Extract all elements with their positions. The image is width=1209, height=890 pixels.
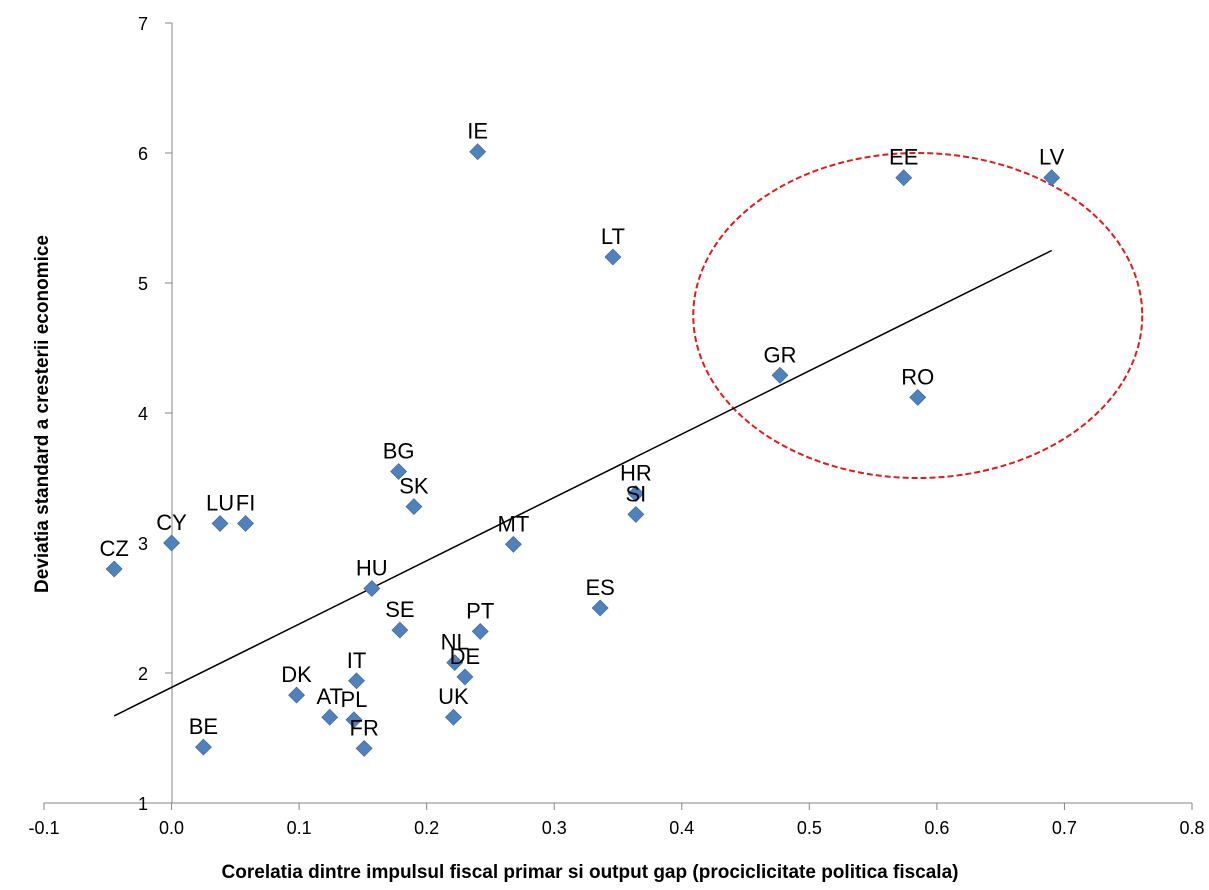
point-label-es: ES	[585, 575, 614, 600]
data-point-de	[456, 668, 474, 686]
point-label-de: DE	[450, 644, 481, 669]
data-point-lv	[1043, 169, 1061, 187]
data-point-lu	[211, 515, 229, 532]
x-axis-title: Corelatia dintre impulsul fiscal primar …	[222, 862, 959, 883]
point-label-pt: PT	[466, 598, 494, 623]
axes: -0.1 0.0 0.1 0.2 0.3 0.4 0.5 0.6 0.7 0.8 1 2 3 4 5 6 7	[28, 14, 1204, 838]
y-axis-title: Deviatia standard a cresterii economice	[32, 235, 53, 593]
point-label-cz: CZ	[99, 536, 128, 561]
point-label-ie: IE	[467, 119, 488, 144]
data-point-se	[391, 621, 409, 639]
x-tick-label: 0.4	[669, 818, 694, 838]
data-point-be	[195, 738, 212, 756]
y-tick-label: 1	[138, 794, 148, 814]
data-point-nl	[446, 654, 464, 672]
point-label-gr: GR	[763, 342, 796, 367]
y-tick-label: 7	[138, 14, 148, 34]
point-label-it: IT	[347, 648, 367, 673]
x-tick-label: 0.6	[924, 818, 949, 838]
x-tick-label: 0.1	[287, 818, 312, 838]
x-tick-label: 0.0	[159, 818, 184, 838]
data-point-cz	[105, 560, 123, 578]
point-label-lt: LT	[601, 224, 625, 249]
point-label-hr: HR	[620, 461, 652, 486]
point-label-ro: RO	[901, 364, 934, 389]
x-tick-label: -0.1	[28, 818, 59, 838]
data-point-ie	[469, 143, 487, 161]
point-label-nl: NL	[441, 630, 469, 655]
point-label-sk: SK	[399, 474, 429, 499]
data-point-dk	[288, 686, 305, 704]
data-point-ee	[895, 169, 913, 187]
data-point-lt	[604, 248, 622, 266]
data-point-si	[627, 505, 645, 523]
data-point-pt	[471, 622, 489, 640]
point-label-hu: HU	[356, 556, 388, 581]
point-label-fr: FR	[350, 715, 379, 740]
data-point-ro	[909, 388, 927, 406]
x-tick-label: 0.2	[414, 818, 439, 838]
y-tick-label: 2	[138, 664, 148, 684]
data-point-hu	[363, 580, 381, 597]
data-point-pl	[345, 711, 363, 729]
data-point-it	[348, 672, 365, 690]
point-label-si: SI	[625, 481, 646, 506]
data-point-fr	[355, 739, 373, 757]
trendline	[113, 249, 1053, 717]
data-point-cy	[163, 534, 180, 552]
data-point-hr	[627, 485, 645, 503]
point-label-lu: LU	[206, 491, 234, 516]
x-tick-label: 0.3	[542, 818, 567, 838]
point-label-pl: PL	[340, 687, 367, 712]
data-point-sk	[405, 498, 423, 516]
x-tick-label: 0.7	[1052, 818, 1077, 838]
data-point-fi	[237, 515, 254, 532]
point-label-at: AT	[316, 684, 342, 709]
point-label-bg: BG	[383, 439, 415, 464]
trendline-layer	[113, 249, 1053, 717]
data-point-es	[591, 599, 609, 617]
data-point-bg	[390, 463, 408, 480]
y-tick-label: 5	[138, 274, 148, 294]
point-label-dk: DK	[281, 662, 312, 687]
y-tick-label: 4	[138, 404, 148, 424]
y-tick-label: 6	[138, 144, 148, 164]
data-point-at	[321, 708, 339, 726]
data-point-gr	[771, 366, 789, 384]
highlight-ellipse-layer	[692, 152, 1144, 479]
data-point-uk	[445, 708, 462, 726]
x-tick-label: 0.5	[797, 818, 822, 838]
point-label-mt: MT	[498, 511, 530, 536]
x-tick-label: 0.8	[1179, 818, 1204, 838]
point-label-se: SE	[385, 597, 414, 622]
point-label-ee: EE	[889, 145, 918, 170]
point-label-cy: CY	[156, 510, 187, 535]
y-tick-label: 3	[138, 534, 148, 554]
point-label-lv: LV	[1039, 145, 1065, 170]
point-label-fi: FI	[236, 491, 256, 516]
highlight-ellipse	[692, 152, 1144, 479]
point-label-uk: UK	[438, 684, 469, 709]
data-points	[105, 143, 1061, 757]
data-point-mt	[504, 535, 522, 553]
point-label-be: BE	[189, 714, 218, 739]
